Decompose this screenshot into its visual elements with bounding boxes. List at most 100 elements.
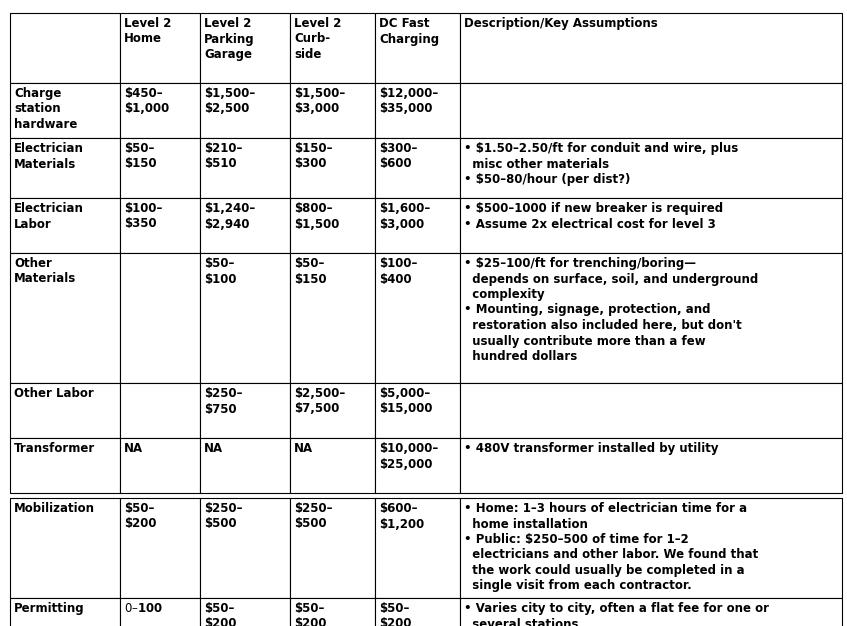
Text: Other
Materials: Other Materials bbox=[14, 257, 76, 285]
Text: Charge
station
hardware: Charge station hardware bbox=[14, 87, 77, 131]
Text: $50–
$150: $50– $150 bbox=[294, 257, 327, 285]
Text: Level 2
Parking
Garage: Level 2 Parking Garage bbox=[204, 17, 255, 61]
Text: Level 2
Curb-
side: Level 2 Curb- side bbox=[294, 17, 341, 61]
Bar bbox=[120, 198, 200, 253]
Text: $50–
$200: $50– $200 bbox=[204, 602, 236, 626]
Bar bbox=[10, 138, 120, 198]
Text: NA: NA bbox=[204, 442, 223, 455]
Text: $10,000–
$25,000: $10,000– $25,000 bbox=[379, 442, 438, 471]
Text: Other Labor: Other Labor bbox=[14, 387, 94, 400]
Bar bbox=[460, 198, 842, 253]
Bar bbox=[460, 498, 842, 598]
Text: $150–
$300: $150– $300 bbox=[294, 142, 333, 170]
Bar bbox=[375, 598, 460, 626]
Text: $100–
$350: $100– $350 bbox=[124, 202, 163, 230]
Bar bbox=[10, 438, 120, 493]
Bar bbox=[10, 383, 120, 438]
Bar bbox=[460, 253, 842, 383]
Bar bbox=[290, 498, 375, 598]
Bar bbox=[375, 138, 460, 198]
Text: $50–
$200: $50– $200 bbox=[124, 502, 157, 530]
Text: $50–
$200: $50– $200 bbox=[379, 602, 412, 626]
Bar bbox=[10, 498, 120, 598]
Text: DC Fast
Charging: DC Fast Charging bbox=[379, 17, 439, 46]
Text: $250–
$500: $250– $500 bbox=[204, 502, 242, 530]
Bar bbox=[290, 83, 375, 138]
Text: Electrician
Materials: Electrician Materials bbox=[14, 142, 84, 170]
Text: $12,000–
$35,000: $12,000– $35,000 bbox=[379, 87, 438, 116]
Text: • $1.50–2.50/ft for conduit and wire, plus
  misc other materials
• $50–80/hour : • $1.50–2.50/ft for conduit and wire, pl… bbox=[464, 142, 739, 186]
Bar bbox=[460, 438, 842, 493]
Bar bbox=[375, 498, 460, 598]
Bar bbox=[290, 138, 375, 198]
Bar bbox=[375, 198, 460, 253]
Text: $0–$100: $0–$100 bbox=[124, 602, 163, 615]
Bar bbox=[375, 253, 460, 383]
Bar bbox=[120, 13, 200, 83]
Bar bbox=[375, 13, 460, 83]
Text: Mobilization: Mobilization bbox=[14, 502, 95, 515]
Bar bbox=[200, 438, 290, 493]
Text: $50–
$150: $50– $150 bbox=[124, 142, 157, 170]
Text: $2,500–
$7,500: $2,500– $7,500 bbox=[294, 387, 346, 416]
Text: • $500–1000 if new breaker is required
• Assume 2x electrical cost for level 3: • $500–1000 if new breaker is required •… bbox=[464, 202, 723, 230]
Bar bbox=[10, 13, 120, 83]
Text: $1,500–
$3,000: $1,500– $3,000 bbox=[294, 87, 346, 116]
Text: Permitting: Permitting bbox=[14, 602, 85, 615]
Bar bbox=[375, 383, 460, 438]
Text: • Varies city to city, often a flat fee for one or
  several stations: • Varies city to city, often a flat fee … bbox=[464, 602, 769, 626]
Bar bbox=[10, 198, 120, 253]
Text: $5,000–
$15,000: $5,000– $15,000 bbox=[379, 387, 433, 416]
Bar bbox=[120, 498, 200, 598]
Text: Description/Key Assumptions: Description/Key Assumptions bbox=[464, 17, 658, 30]
Bar bbox=[120, 598, 200, 626]
Text: $210–
$510: $210– $510 bbox=[204, 142, 242, 170]
Bar bbox=[375, 83, 460, 138]
Bar bbox=[290, 598, 375, 626]
Bar bbox=[290, 198, 375, 253]
Bar bbox=[460, 83, 842, 138]
Bar bbox=[200, 598, 290, 626]
Bar bbox=[290, 253, 375, 383]
Bar bbox=[290, 383, 375, 438]
Bar bbox=[460, 383, 842, 438]
Text: • $25–100/ft for trenching/boring—
  depends on surface, soil, and underground
 : • $25–100/ft for trenching/boring— depen… bbox=[464, 257, 758, 363]
Text: $300–
$600: $300– $600 bbox=[379, 142, 418, 170]
Bar bbox=[120, 138, 200, 198]
Bar bbox=[200, 498, 290, 598]
Text: • Home: 1–3 hours of electrician time for a
  home installation
• Public: $250–5: • Home: 1–3 hours of electrician time fo… bbox=[464, 502, 758, 592]
Text: Level 2
Home: Level 2 Home bbox=[124, 17, 171, 46]
Bar bbox=[200, 253, 290, 383]
Bar bbox=[120, 83, 200, 138]
Text: $250–
$500: $250– $500 bbox=[294, 502, 333, 530]
Bar bbox=[200, 198, 290, 253]
Text: $800–
$1,500: $800– $1,500 bbox=[294, 202, 340, 230]
Bar bbox=[10, 83, 120, 138]
Bar bbox=[120, 438, 200, 493]
Text: Electrician
Labor: Electrician Labor bbox=[14, 202, 84, 230]
Bar bbox=[200, 138, 290, 198]
Text: $250–
$750: $250– $750 bbox=[204, 387, 242, 416]
Text: NA: NA bbox=[294, 442, 313, 455]
Bar bbox=[460, 13, 842, 83]
Text: $600–
$1,200: $600– $1,200 bbox=[379, 502, 424, 530]
Bar bbox=[460, 598, 842, 626]
Bar bbox=[375, 438, 460, 493]
Bar bbox=[120, 253, 200, 383]
Text: Transformer: Transformer bbox=[14, 442, 95, 455]
Bar bbox=[10, 253, 120, 383]
Bar bbox=[200, 83, 290, 138]
Bar bbox=[120, 383, 200, 438]
Text: $1,500–
$2,500: $1,500– $2,500 bbox=[204, 87, 255, 116]
Bar bbox=[460, 138, 842, 198]
Text: $1,240–
$2,940: $1,240– $2,940 bbox=[204, 202, 255, 230]
Bar bbox=[200, 13, 290, 83]
Text: • 480V transformer installed by utility: • 480V transformer installed by utility bbox=[464, 442, 718, 455]
Text: NA: NA bbox=[124, 442, 143, 455]
Text: $1,600–
$3,000: $1,600– $3,000 bbox=[379, 202, 430, 230]
Text: $100–
$400: $100– $400 bbox=[379, 257, 418, 285]
Text: $50–
$100: $50– $100 bbox=[204, 257, 236, 285]
Bar bbox=[290, 438, 375, 493]
Bar bbox=[10, 598, 120, 626]
Bar bbox=[290, 13, 375, 83]
